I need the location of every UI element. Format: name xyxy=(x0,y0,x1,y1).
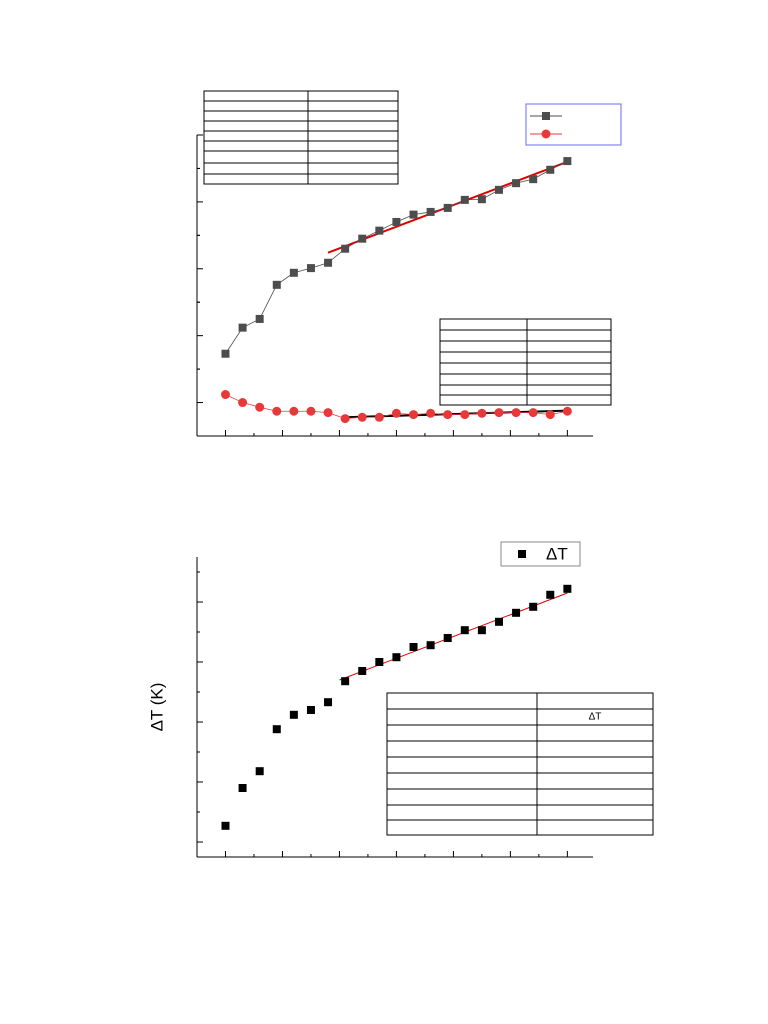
point xyxy=(512,179,521,188)
point xyxy=(562,406,572,416)
point xyxy=(375,658,384,666)
point xyxy=(255,314,264,323)
point xyxy=(255,767,264,776)
point xyxy=(341,677,350,686)
point xyxy=(546,590,555,599)
point xyxy=(392,217,401,226)
point xyxy=(529,602,538,611)
point xyxy=(426,408,436,418)
point xyxy=(443,203,452,212)
point xyxy=(563,584,572,593)
series-line xyxy=(225,160,568,354)
legend xyxy=(525,103,622,146)
point xyxy=(220,390,230,400)
y-axis-label: ΔT (K) xyxy=(147,683,166,732)
point xyxy=(545,410,555,420)
point xyxy=(546,165,555,174)
point xyxy=(289,268,298,277)
point xyxy=(409,210,418,219)
point xyxy=(272,280,281,289)
point xyxy=(306,706,315,714)
point xyxy=(426,641,435,650)
point xyxy=(357,412,367,422)
point xyxy=(238,323,247,332)
point xyxy=(460,410,470,420)
point xyxy=(306,406,316,416)
point xyxy=(255,402,265,412)
point xyxy=(272,725,281,734)
point xyxy=(289,710,298,719)
legend-label: ΔT xyxy=(546,544,568,563)
stats-table xyxy=(386,692,654,836)
point xyxy=(238,784,247,792)
point xyxy=(460,626,469,635)
point xyxy=(426,207,435,216)
point xyxy=(358,667,367,675)
point xyxy=(443,634,452,642)
point xyxy=(529,175,538,184)
point xyxy=(563,157,572,166)
point xyxy=(477,408,487,418)
point xyxy=(392,653,401,662)
point xyxy=(460,195,469,204)
point xyxy=(494,617,503,626)
point xyxy=(358,234,367,243)
point xyxy=(391,408,401,418)
point xyxy=(512,608,521,617)
point xyxy=(443,410,453,420)
point xyxy=(289,406,299,416)
point xyxy=(375,226,384,235)
point xyxy=(511,408,521,418)
point xyxy=(477,195,486,204)
point xyxy=(409,410,419,420)
point xyxy=(238,398,248,408)
point xyxy=(528,408,538,418)
point xyxy=(340,414,350,424)
stats-table xyxy=(203,90,399,185)
point xyxy=(306,264,315,273)
point xyxy=(374,412,384,422)
point xyxy=(494,185,503,194)
stats-table xyxy=(439,318,612,406)
point xyxy=(324,258,333,267)
point xyxy=(221,349,230,358)
legend: ΔT xyxy=(500,541,581,567)
point xyxy=(323,408,333,418)
point xyxy=(272,406,282,416)
point xyxy=(221,821,230,830)
point xyxy=(324,698,333,707)
point xyxy=(494,408,504,418)
point xyxy=(341,244,350,253)
point xyxy=(477,626,486,635)
point xyxy=(409,643,418,651)
table-header: ΔT xyxy=(589,712,602,723)
